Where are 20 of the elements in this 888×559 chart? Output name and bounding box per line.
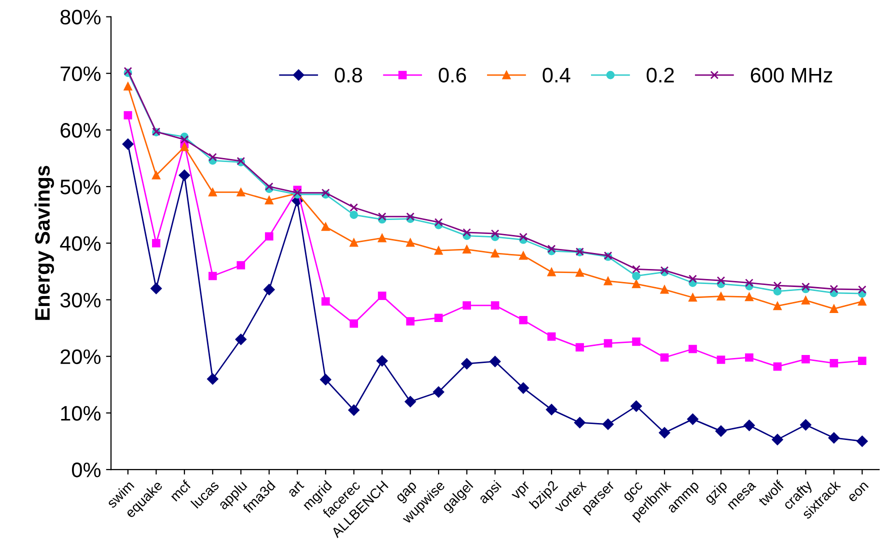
- y-axis-title: Energy Savings: [34, 166, 54, 320]
- x-tick-label: apsi: [477, 480, 504, 506]
- x-tick-label: mcf: [169, 479, 192, 502]
- y-tick-label: 20%: [60, 349, 101, 364]
- y-tick-label: 80%: [60, 10, 101, 25]
- y-tick-label: 60%: [60, 122, 101, 138]
- legend-label: 600 MHz: [750, 68, 832, 83]
- x-tick-label: eon: [848, 482, 869, 502]
- x-tick-label: art: [287, 480, 305, 498]
- legend-label: 0.2: [646, 68, 674, 83]
- legend-label: 0.8: [334, 68, 362, 83]
- y-tick-label: 50%: [60, 180, 101, 194]
- y-tick-label: 10%: [61, 406, 101, 421]
- y-tick-label: 70%: [60, 66, 101, 82]
- y-tick-label: 40%: [60, 236, 101, 251]
- legend-label: 0.6: [438, 68, 466, 83]
- y-tick-label: 30%: [60, 292, 101, 308]
- x-tick-label: vpr: [512, 481, 532, 502]
- y-tick-label: 0%: [72, 462, 101, 478]
- legend-label: 0.4: [542, 68, 570, 83]
